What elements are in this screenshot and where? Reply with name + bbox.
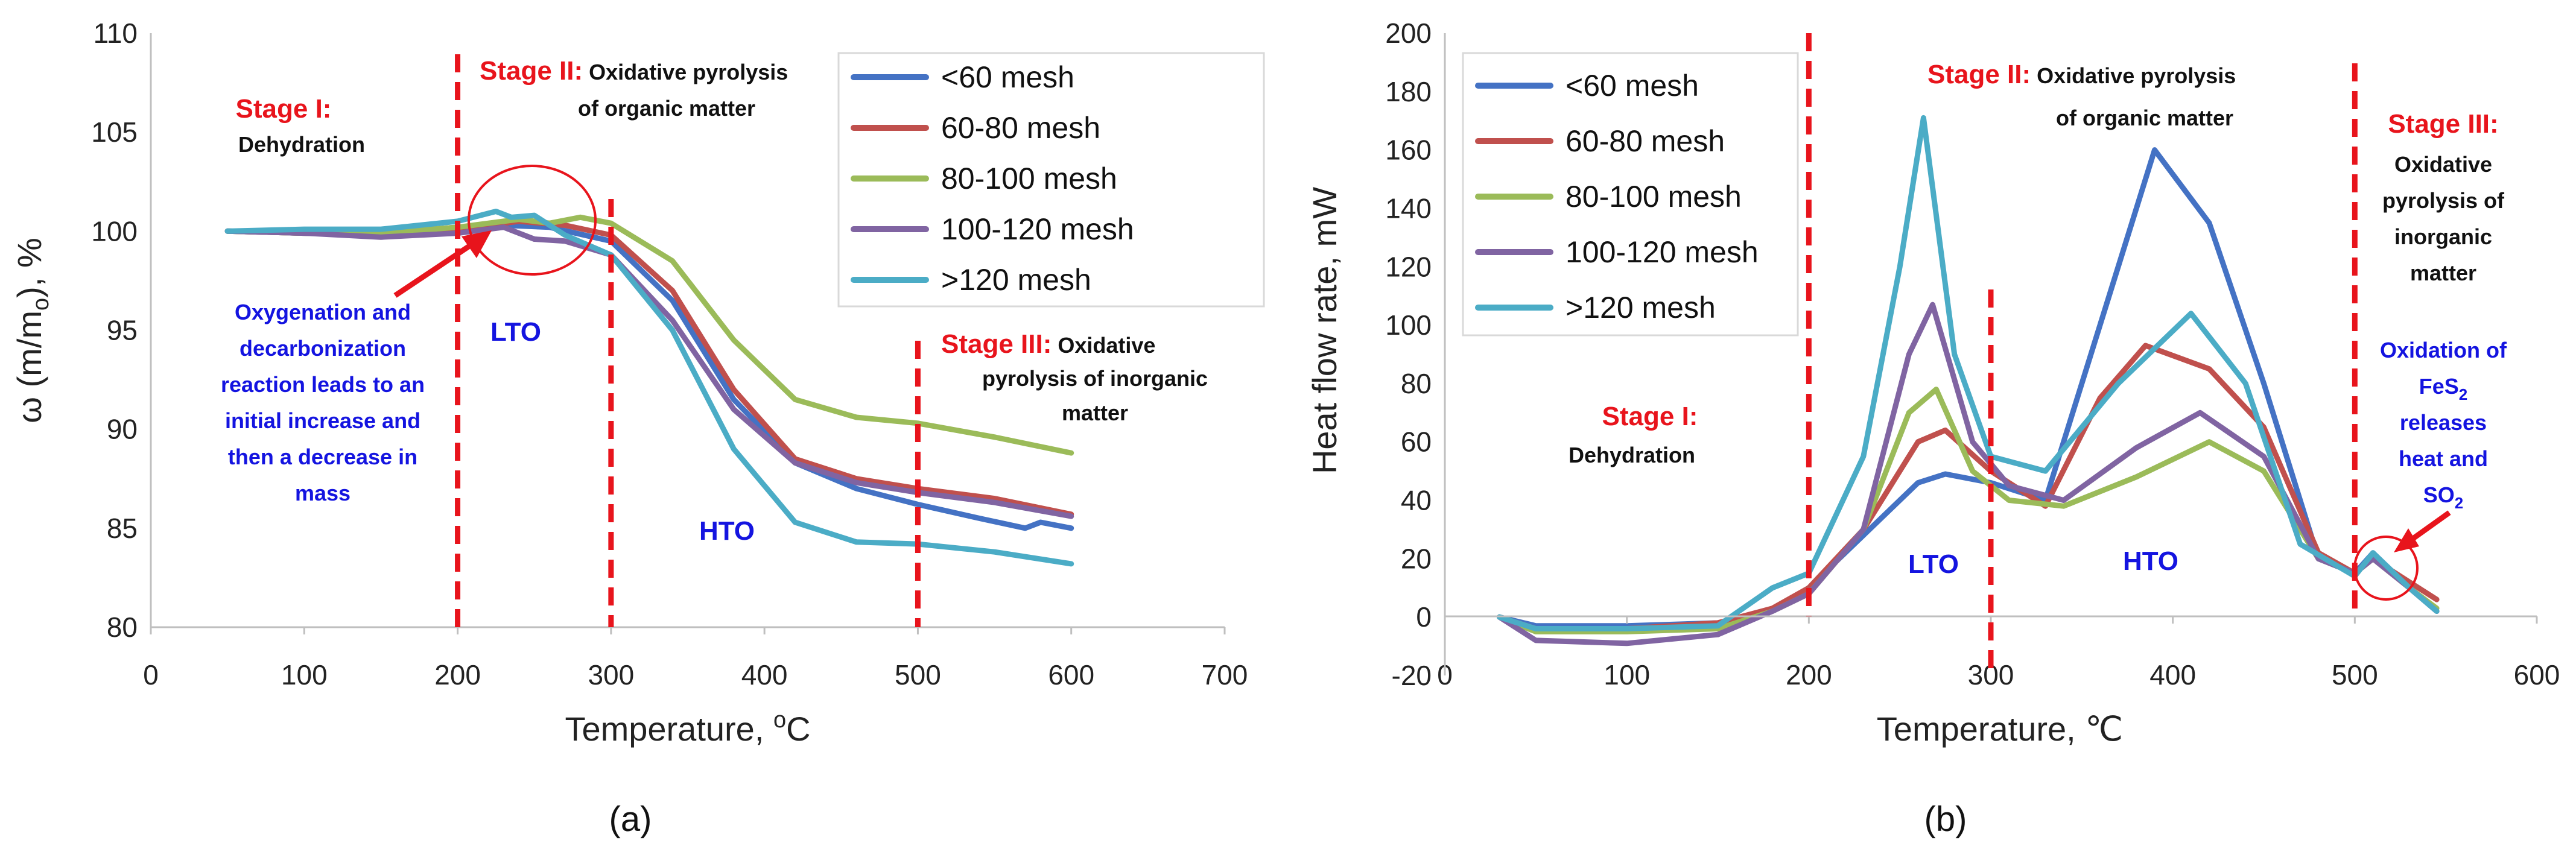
x-tick-label: 100 [1604, 659, 1650, 691]
legend-a [837, 52, 1265, 308]
legend-label: 80-100 mesh [941, 162, 1117, 195]
x-axis-label-b: Temperature, ℃ [1877, 710, 2123, 748]
y-axis-label-b: Heat flow rate, mW [1305, 187, 1344, 474]
stage2-text-b: of organic matter [2056, 106, 2233, 130]
y-tick-label: 0 [1416, 601, 1432, 633]
x-tick-label: 300 [588, 659, 634, 691]
stage1-text-b: Dehydration [1569, 443, 1695, 467]
x-tick-label: 200 [1786, 659, 1832, 691]
arrow-a [393, 239, 478, 298]
y-tick-label: 20 [1401, 543, 1432, 574]
note-line4-b: heat and [2399, 446, 2488, 471]
hto-label-a: HTO [699, 516, 755, 546]
x-tick-label: 600 [2514, 659, 2560, 691]
x-tick-label: 600 [1048, 659, 1094, 691]
stage3-text2-a: pyrolysis of inorganic [982, 366, 1208, 391]
lto-label-a: LTO [490, 317, 541, 347]
y-tick-label: 90 [107, 414, 138, 445]
y-tick-label: 160 [1385, 134, 1432, 166]
stage3-text1-b: Oxidative [2394, 152, 2492, 177]
x-tick-label: 0 [143, 659, 159, 691]
series-line-4 [1497, 302, 2440, 646]
stage1-text-a: Dehydration [238, 132, 365, 157]
arrow-head-b [2394, 528, 2419, 552]
legend-label: 100-120 mesh [1566, 235, 1759, 269]
x-tick-label: 100 [281, 659, 328, 691]
y-tick-label: 95 [107, 315, 138, 346]
legend-label: 80-100 mesh [1566, 180, 1742, 213]
note-line2-b: FeS2 [2419, 374, 2468, 403]
x-tick-label: 200 [434, 659, 481, 691]
y-tick-label: 110 [94, 17, 138, 49]
stage2-text-a: of organic matter [578, 96, 755, 121]
hto-label-b: HTO [2123, 546, 2178, 576]
y-tick-label: 40 [1401, 485, 1432, 516]
x-tick-label: 700 [1202, 659, 1248, 691]
note-line5-a: then a decrease in [228, 444, 417, 469]
y-tick-label: 180 [1385, 76, 1432, 107]
legend-label: >120 mesh [1566, 291, 1716, 324]
legend-label: 60-80 mesh [1566, 124, 1725, 158]
stage1-title-b: Stage I: [1602, 402, 1698, 431]
legend-label: <60 mesh [941, 60, 1074, 94]
legend-label: >120 mesh [941, 263, 1091, 297]
y-tick-label: 100 [1385, 309, 1432, 341]
y-tick-label: -20 [1392, 660, 1432, 691]
stage3-text3-a: matter [1062, 400, 1128, 425]
note-line3-a: reaction leads to an [221, 372, 425, 397]
y-tick-label: 140 [1385, 192, 1432, 224]
y-axis-label-a: ω (m/mo), % [10, 238, 54, 423]
x-tick-label: 400 [2149, 659, 2196, 691]
y-tick-label: 200 [1385, 17, 1432, 49]
stage3-text4-b: matter [2410, 261, 2476, 285]
series-line-5 [1497, 115, 2440, 631]
arrow-head-a [462, 230, 492, 258]
note-line5-b: SO2 [2423, 482, 2463, 512]
chart-b: 0 100 200 300 400 500 600-20020406080100120140… [1305, 17, 2560, 839]
y-tick-label: 60 [1401, 426, 1432, 458]
stage3-label-a: Stage III: Oxidative [941, 329, 1155, 359]
legend-label: <60 mesh [1566, 69, 1699, 103]
y-tick-label: 100 [91, 215, 138, 247]
note-line3-b: releases [2400, 410, 2487, 435]
stage3-text3-b: inorganic [2394, 224, 2492, 249]
stage2-label-a: Stage II: Oxidative pyrolysis [480, 56, 788, 86]
stage3-text2-b: pyrolysis of [2382, 188, 2505, 213]
y-tick-label: 120 [1385, 251, 1432, 282]
arrow-b [2405, 510, 2451, 545]
stage3-title-b: Stage III: [2388, 109, 2498, 139]
stage1-title-a: Stage I: [236, 94, 332, 124]
panel-label-b: (b) [1924, 800, 1967, 839]
y-tick-label: 85 [107, 513, 138, 544]
note-line1-b: Oxidation of [2380, 338, 2507, 362]
note-line4-a: initial increase and [225, 408, 420, 433]
x-tick-label: 500 [895, 659, 941, 691]
legend-label: 100-120 mesh [941, 212, 1134, 246]
y-tick-label: 80 [107, 612, 138, 643]
chart-a: 0 100 200 300 400 500 600 70080859095100105110 … [10, 17, 1265, 839]
y-tick-label: 105 [91, 116, 138, 148]
note-line6-a: mass [295, 481, 351, 505]
lto-label-b: LTO [1908, 549, 1959, 579]
note-line2-a: decarbonization [240, 336, 406, 361]
x-axis-label-a: Temperature, oC [565, 707, 810, 748]
highlight-circle-b [2353, 536, 2419, 601]
series-line-3 [224, 214, 1074, 456]
panel-label-a: (a) [609, 800, 652, 839]
x-tick-label: 500 [2332, 659, 2378, 691]
y-tick-label: 80 [1401, 368, 1432, 399]
legend-label: 60-80 mesh [941, 111, 1100, 145]
note-line1-a: Oxygenation and [235, 300, 411, 324]
highlight-circle-a [468, 165, 597, 276]
stage2-label-b: Stage II: Oxidative pyrolysis [1927, 60, 2236, 89]
x-tick-label: 400 [741, 659, 788, 691]
